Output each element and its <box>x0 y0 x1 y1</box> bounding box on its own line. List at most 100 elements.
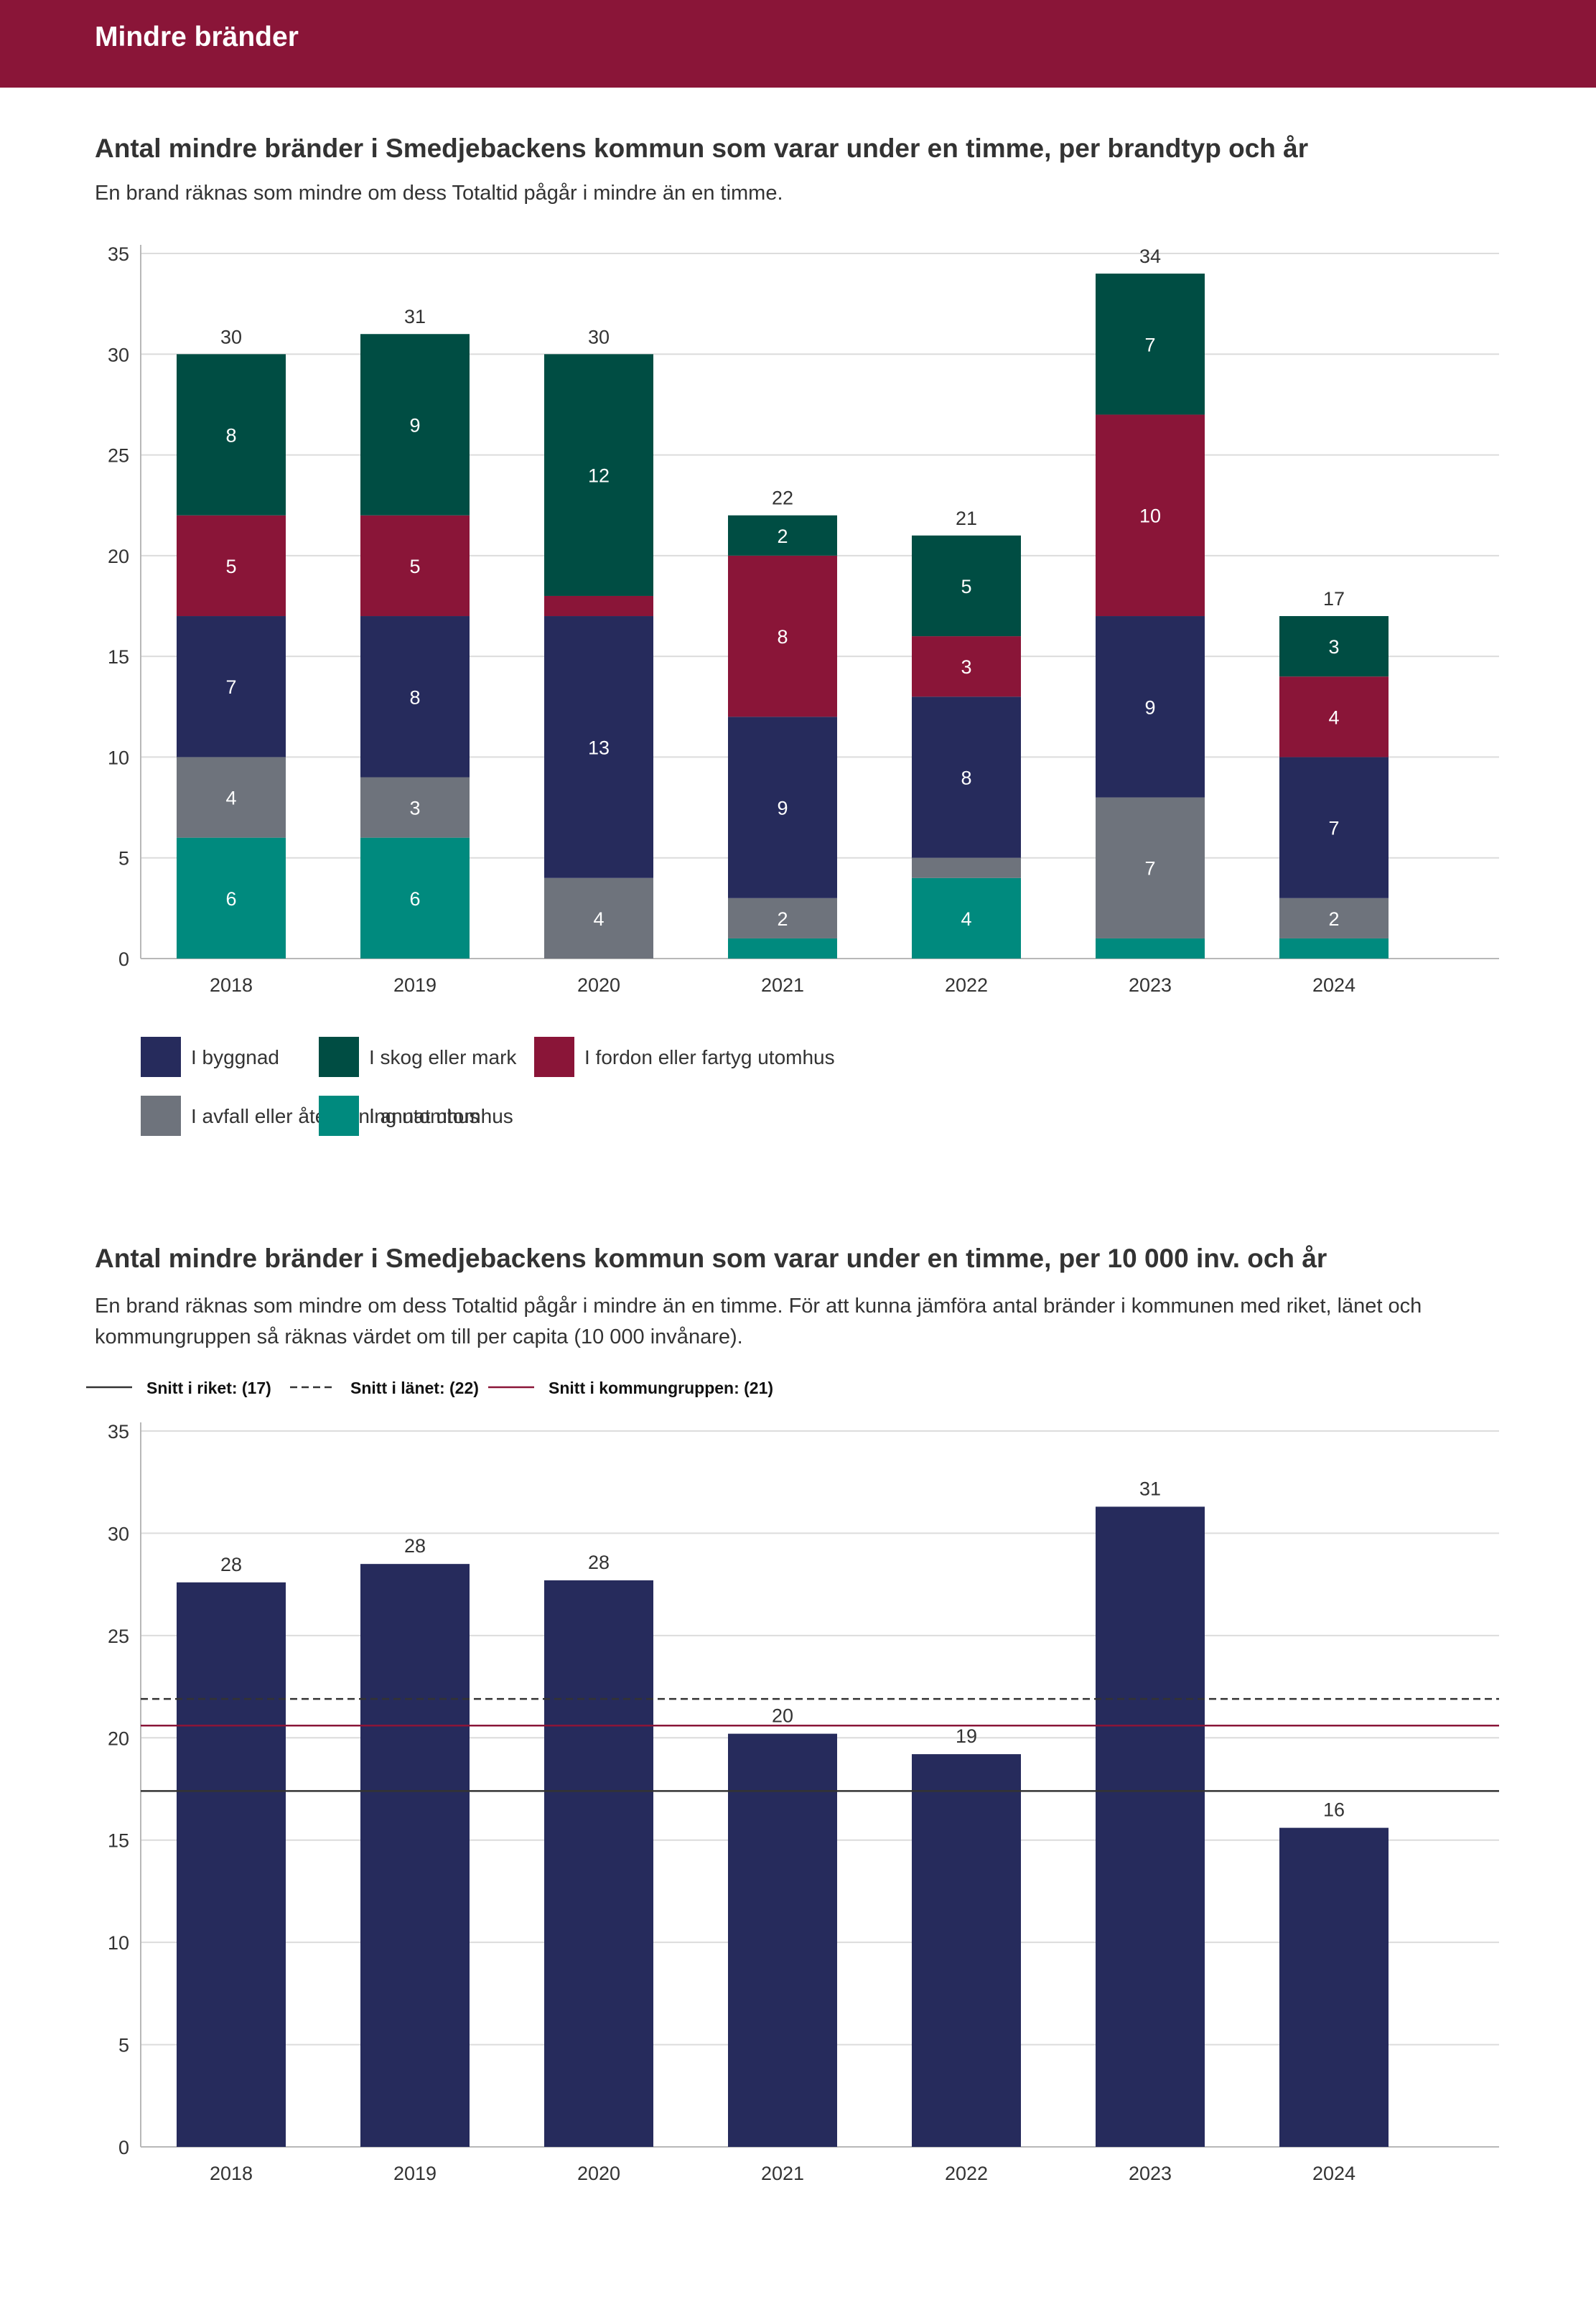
segment-value-label: 8 <box>225 425 236 447</box>
segment-value-label: 13 <box>588 737 610 758</box>
segment-value-label: 9 <box>409 414 420 436</box>
chart2-title: Antal mindre bränder i Smedjebackens kom… <box>95 1244 1327 1273</box>
bar <box>544 1580 653 2147</box>
bar-total-label: 17 <box>1323 588 1345 610</box>
segment-value-label: 2 <box>1328 908 1339 930</box>
segment-value-label: 3 <box>409 798 420 819</box>
segment-value-label: 10 <box>1139 505 1161 527</box>
bar-segment <box>912 696 1021 858</box>
bar-total-label: 30 <box>588 326 610 348</box>
chart2-x-tick-label: 2020 <box>577 2163 620 2184</box>
bar-value-label: 28 <box>404 1535 426 1557</box>
legend-label: Snitt i kommungruppen: (21) <box>549 1379 773 1397</box>
chart1-y-tick-label: 10 <box>108 747 129 768</box>
bar-segment <box>912 535 1021 637</box>
bar-segment <box>1096 797 1205 938</box>
segment-value-label: 7 <box>1144 858 1155 880</box>
segment-value-label: 3 <box>1328 636 1339 658</box>
bar-segment <box>177 837 286 959</box>
legend-label: I byggnad <box>191 1046 279 1068</box>
bar-segment <box>1096 616 1205 798</box>
bar <box>360 1564 470 2147</box>
segment-value-label: 5 <box>409 556 420 577</box>
chart2-subtitle: En brand räknas som mindre om dess Total… <box>95 1295 1422 1348</box>
bar-segment <box>360 334 470 516</box>
chart2-x-tick-label: 2023 <box>1129 2163 1172 2184</box>
bar-segment <box>1279 898 1389 938</box>
bar-segment <box>728 717 837 898</box>
bar-segment <box>544 595 653 617</box>
bar-segment <box>1279 757 1389 898</box>
bar <box>177 1582 286 2147</box>
segment-value-label: 7 <box>225 676 236 698</box>
bar-value-label: 20 <box>772 1705 793 1727</box>
legend-swatch <box>534 1037 574 1077</box>
chart1-x-tick-label: 2021 <box>761 974 804 996</box>
bar-segment <box>912 877 1021 959</box>
bar <box>728 1733 837 2147</box>
legend-swatch <box>141 1037 181 1077</box>
bar-segment <box>360 515 470 617</box>
chart2-x-tick-label: 2019 <box>393 2163 437 2184</box>
chart2-y-tick-label: 35 <box>108 1421 129 1443</box>
bar-value-label: 28 <box>220 1554 242 1575</box>
chart1-subtitle: En brand räknas som mindre om dess Total… <box>95 182 783 205</box>
chart2-x-tick-label: 2018 <box>210 2163 253 2184</box>
chart1-title: Antal mindre bränder i Smedjebackens kom… <box>95 134 1309 163</box>
bar-segment <box>1279 616 1389 677</box>
segment-value-label: 7 <box>1144 334 1155 355</box>
bar-value-label: 16 <box>1323 1799 1345 1821</box>
chart2-y-tick-label: 5 <box>118 2035 129 2056</box>
segment-value-label: 4 <box>1328 707 1339 728</box>
chart1-y-tick-label: 30 <box>108 344 129 365</box>
legend-label: I fordon eller fartyg utomhus <box>584 1046 835 1068</box>
bar-segment <box>912 857 1021 878</box>
legend-label: I annat utomhus <box>369 1105 513 1127</box>
bar-total-label: 31 <box>404 306 426 327</box>
segment-value-label: 7 <box>1328 818 1339 839</box>
chart2-y-tick-label: 20 <box>108 1728 129 1749</box>
bar-value-label: 19 <box>956 1725 977 1747</box>
chart1-x-tick-label: 2024 <box>1312 974 1355 996</box>
legend-swatch <box>319 1037 359 1077</box>
bar-segment <box>544 877 653 959</box>
bar-total-label: 22 <box>772 488 793 509</box>
chart2-y-tick-label: 10 <box>108 1932 129 1954</box>
chart1-y-tick-label: 15 <box>108 646 129 668</box>
segment-value-label: 8 <box>777 626 788 648</box>
bar <box>1279 1827 1389 2147</box>
segment-value-label: 3 <box>961 656 971 678</box>
legend-swatch <box>319 1096 359 1136</box>
chart2-x-tick-label: 2022 <box>945 2163 988 2184</box>
bar-value-label: 28 <box>588 1552 610 1573</box>
segment-value-label: 12 <box>588 465 610 487</box>
bar-segment <box>1096 938 1205 959</box>
chart1-x-tick-label: 2018 <box>210 974 253 996</box>
bar-segment <box>360 777 470 838</box>
bar-segment <box>177 354 286 516</box>
chart2-y-tick-label: 0 <box>118 2137 129 2158</box>
chart2-y-tick-label: 15 <box>108 1830 129 1852</box>
bar-segment <box>1279 938 1389 959</box>
bar-segment <box>177 515 286 617</box>
page-title: Mindre bränder <box>95 22 299 52</box>
bar-total-label: 30 <box>220 326 242 348</box>
bar-segment <box>728 898 837 938</box>
bar-segment <box>544 616 653 878</box>
bar <box>912 1754 1021 2147</box>
bar-segment <box>728 515 837 556</box>
legend-label: Snitt i länet: (22) <box>350 1379 479 1397</box>
segment-value-label: 5 <box>961 576 971 597</box>
chart2-x-tick-label: 2021 <box>761 2163 804 2184</box>
segment-value-label: 8 <box>409 686 420 708</box>
header-band: Mindre bränder <box>0 0 1596 88</box>
bar-total-label: 21 <box>956 508 977 529</box>
segment-value-label: 8 <box>961 767 971 788</box>
chart1-x-tick-label: 2020 <box>577 974 620 996</box>
legend-label: Snitt i riket: (17) <box>146 1379 271 1397</box>
chart2-y-tick-label: 30 <box>108 1523 129 1544</box>
chart1-y-tick-label: 35 <box>108 243 129 265</box>
chart1-y-tick-label: 0 <box>118 949 129 970</box>
